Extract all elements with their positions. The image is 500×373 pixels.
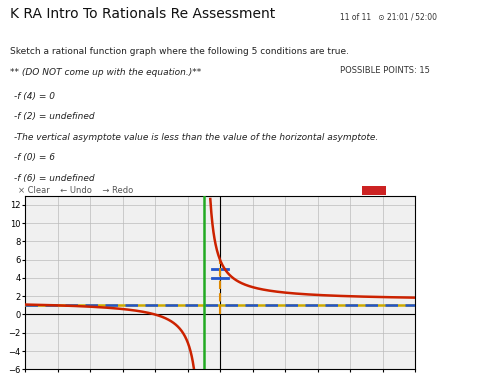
Text: -f (6) = undefined: -f (6) = undefined	[14, 174, 94, 183]
Text: Sketch a rational function graph where the following 5 conditions are true.: Sketch a rational function graph where t…	[10, 47, 349, 56]
Text: K RA Intro To Rationals Re Assessment: K RA Intro To Rationals Re Assessment	[10, 7, 275, 22]
Text: 11 of 11   ⊙ 21:01 / 52:00: 11 of 11 ⊙ 21:01 / 52:00	[340, 13, 437, 22]
FancyBboxPatch shape	[362, 186, 386, 195]
Text: -The vertical asymptote value is less than the value of the horizontal asymptote: -The vertical asymptote value is less th…	[14, 133, 378, 142]
Text: -f (2) = undefined: -f (2) = undefined	[14, 112, 94, 121]
Text: ** (DO NOT come up with the equation.)**: ** (DO NOT come up with the equation.)**	[10, 68, 201, 77]
Text: -f (0) = 6: -f (0) = 6	[14, 153, 54, 162]
Text: × Clear    ← Undo    → Redo: × Clear ← Undo → Redo	[18, 186, 133, 195]
Text: POSSIBLE POINTS: 15: POSSIBLE POINTS: 15	[340, 66, 430, 75]
Text: -f (4) = 0: -f (4) = 0	[14, 92, 54, 101]
